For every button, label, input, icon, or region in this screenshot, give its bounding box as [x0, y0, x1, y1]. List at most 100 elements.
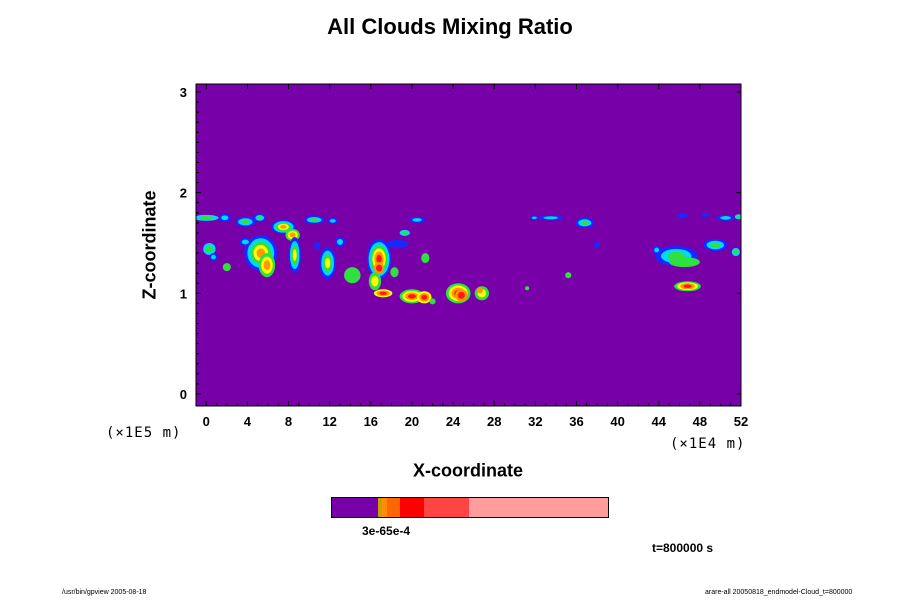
contour-green [736, 215, 741, 219]
cloud-cell [421, 253, 430, 264]
colorbar-segment [400, 498, 424, 517]
contour-cyan [211, 254, 216, 260]
contour-blue [700, 212, 710, 217]
cloud-cell [344, 267, 361, 284]
plot-frame [195, 83, 742, 407]
x-tick-label: 20 [405, 414, 419, 429]
colorbar-segment [387, 498, 400, 517]
contour-green [733, 249, 739, 255]
y-tick-label: 1 [180, 286, 187, 301]
footer-right: arare-all 20050818_endmodel-Cloud_t=8000… [705, 589, 853, 596]
cloud-cell [386, 239, 409, 249]
cloud-cell [716, 214, 735, 221]
cloud-cell [702, 238, 728, 252]
y-tick-label: 2 [180, 186, 187, 201]
contour-blue [314, 241, 321, 251]
cloud-cell [669, 257, 700, 268]
contour-cyan [336, 239, 343, 245]
cloud-cell [319, 247, 336, 280]
x-tick-label: 24 [446, 414, 461, 429]
contour-green [429, 298, 436, 305]
contour-blue [593, 241, 601, 249]
cloud-cell [253, 213, 266, 222]
contour-cyan [720, 216, 731, 220]
y-tick-label: 3 [180, 85, 187, 100]
cloud-cell [303, 215, 325, 224]
cloud-cell [368, 272, 382, 291]
cloud-cell [680, 283, 695, 290]
cloud-cell [565, 272, 572, 279]
y-axis: 0 1 2 3 [180, 85, 741, 402]
cloud-cell [476, 287, 483, 294]
contour-green [241, 219, 250, 224]
cloud-cell [399, 229, 410, 236]
cloud-cell [314, 241, 321, 251]
cloud-cell [235, 216, 256, 227]
colorbar-segment [469, 498, 608, 517]
contour-green [525, 286, 530, 291]
x-tick-label: 0 [203, 414, 210, 429]
cloud-cell [334, 236, 346, 248]
contour-cyan [412, 218, 422, 222]
colorbar-segment [378, 498, 382, 517]
x-tick-label: 48 [693, 414, 707, 429]
cloud-cell [258, 253, 276, 278]
contour-red [683, 284, 692, 289]
x-tick-label: 4 [244, 414, 252, 429]
contour-green [205, 245, 213, 253]
x-tick-label: 32 [528, 414, 542, 429]
chart-title: All Clouds Mixing Ratio [327, 14, 573, 39]
contour-cyan [241, 239, 249, 245]
contour-blue [677, 213, 688, 219]
x-scale-label: (×1E4 m) [670, 436, 746, 452]
y-axis-label: Z-coordinate [139, 190, 160, 300]
contour-green [199, 216, 214, 220]
x-tick-label: 40 [610, 414, 624, 429]
contour-cyan [654, 247, 660, 253]
cloud-cell [700, 212, 710, 217]
cloud-cell [525, 286, 530, 291]
x-tick-label: 36 [569, 414, 583, 429]
contour-yellow [371, 275, 379, 287]
colorbar-segment [382, 498, 387, 517]
contour-red [457, 291, 465, 299]
cloud-cell [218, 213, 231, 222]
cloud-cell [731, 248, 740, 257]
contour-cyan [543, 216, 558, 220]
cloud-cell [373, 289, 393, 298]
contour-green [222, 263, 231, 272]
cloud-cell [429, 298, 436, 305]
cloud-cell [203, 242, 216, 256]
cloud-cell [575, 217, 594, 228]
cloud-cell [373, 262, 385, 275]
cloud-cell [652, 246, 661, 255]
colorbar-segment [332, 498, 378, 517]
colorbar-segment [424, 498, 469, 517]
contour-red [421, 294, 428, 300]
colorbar-label: 3e-65e-4 [362, 524, 411, 538]
contour-cyan [329, 219, 336, 223]
cloud-cell [239, 237, 252, 247]
cloud-cell [408, 216, 426, 223]
plot-background [196, 84, 741, 406]
contour-yellow [292, 249, 297, 261]
contour-red [379, 291, 387, 295]
x-tick-label: 12 [322, 414, 336, 429]
contour-orange [263, 260, 271, 271]
x-tick-label: 28 [487, 414, 501, 429]
contour-cyan [531, 216, 537, 220]
contour-green [344, 267, 361, 284]
x-tick-label: 8 [285, 414, 292, 429]
contour-green [565, 272, 572, 279]
x-tick-label: 44 [652, 414, 667, 429]
contour-orange [280, 225, 287, 229]
y-tick-label: 0 [180, 387, 187, 402]
cloud-cell [734, 214, 741, 220]
cloud-cell [677, 213, 688, 219]
contour-red [376, 254, 382, 264]
y-scale-label: (×1E5 m) [106, 425, 182, 441]
footer-left: /usr/bin/gpview 2005-08-18 [62, 589, 147, 596]
contour-green [710, 242, 721, 248]
contour-orange [476, 287, 483, 294]
x-tick-label: 52 [734, 414, 748, 429]
